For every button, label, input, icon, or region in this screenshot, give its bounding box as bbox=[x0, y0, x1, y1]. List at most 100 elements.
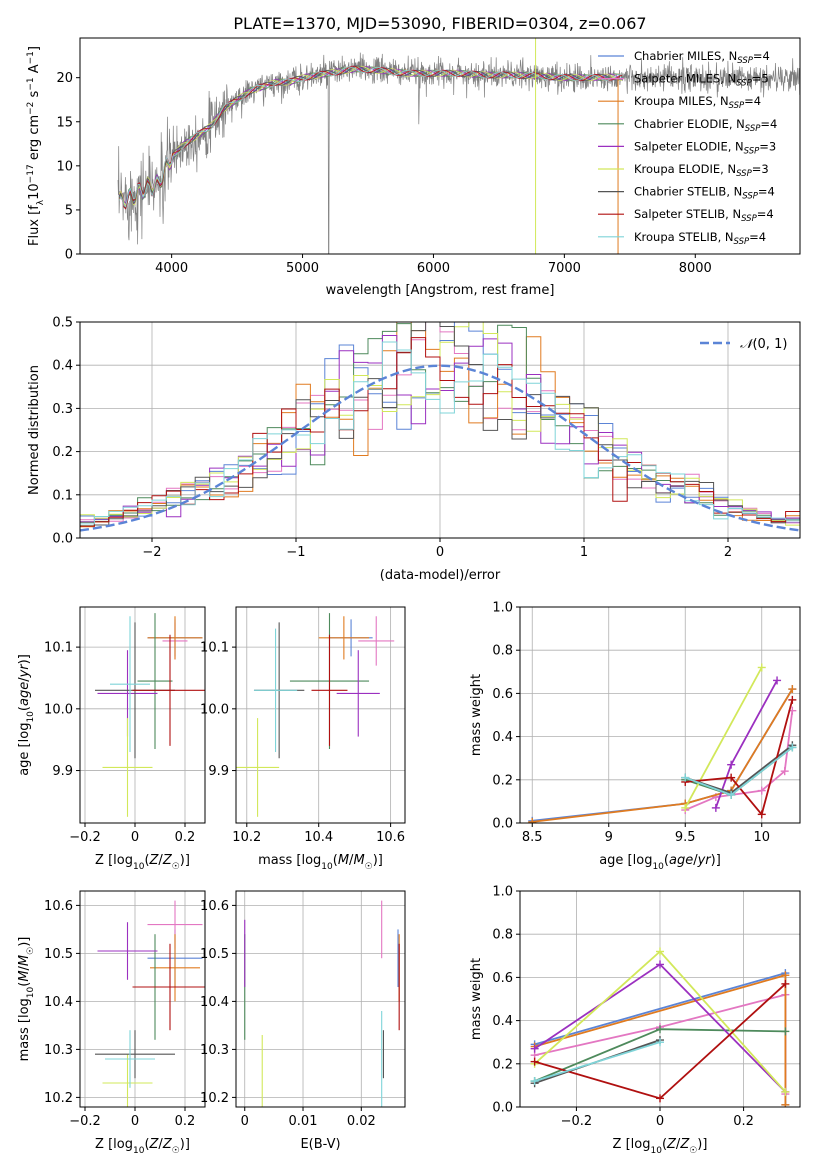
x-axis-label: age [log10(age/yr)] bbox=[599, 853, 721, 872]
x-tick-label: 9.5 bbox=[675, 830, 696, 845]
y-tick-label: 10.5 bbox=[44, 947, 73, 962]
y-tick-label: 15 bbox=[56, 115, 73, 130]
plot-area bbox=[236, 613, 395, 817]
legend-label: Kroupa MILES, NSSP=4 bbox=[634, 94, 761, 111]
plot-area bbox=[530, 947, 790, 1107]
x-tick-label: 7000 bbox=[548, 261, 581, 276]
x-tick-label: 9 bbox=[605, 830, 613, 845]
y-tick-label: 0.2 bbox=[52, 445, 73, 460]
y-tick-label: 1.0 bbox=[492, 601, 513, 616]
series-line bbox=[534, 1041, 661, 1082]
x-tick-label: 10 bbox=[753, 830, 770, 845]
x-tick-label: 0 bbox=[131, 1114, 139, 1129]
y-tick-label: 0.2 bbox=[492, 773, 513, 788]
axes-frame bbox=[79, 890, 206, 1108]
axes-panel-7: 0 0.01 0.02 10.2 10.3 10.4 10.5 10.6 E(B-V) bbox=[200, 890, 406, 1152]
spectrum-model-chabrier-elodie bbox=[118, 66, 623, 204]
y-tick-label: 0.4 bbox=[492, 730, 513, 745]
series-line bbox=[684, 667, 763, 809]
x-tick-label: 0.02 bbox=[347, 1114, 376, 1129]
x-tick-label: 0 bbox=[436, 545, 444, 560]
x-tick-label: 0 bbox=[241, 1114, 249, 1129]
x-tick-label: 8000 bbox=[679, 261, 712, 276]
x-tick-label: 8.5 bbox=[522, 830, 543, 845]
figure-title: PLATE=1370, MJD=53090, FIBERID=0304, z=0… bbox=[233, 14, 646, 33]
x-tick-label: 4000 bbox=[155, 261, 188, 276]
x-axis-label: wavelength [Angstrom, rest frame] bbox=[326, 283, 555, 298]
y-tick-label: 0.0 bbox=[492, 817, 513, 832]
x-axis-label: Z [log10(Z/Z☉)] bbox=[95, 1137, 190, 1156]
x-tick-label: 0 bbox=[131, 830, 139, 845]
y-tick-label: 0.6 bbox=[492, 687, 513, 702]
y-tick-label: 10.6 bbox=[44, 899, 73, 914]
spectrum-model-chabrier-miles bbox=[118, 65, 623, 210]
y-tick-label: 0.6 bbox=[492, 971, 513, 986]
x-axis-label: Z [log10(Z/Z☉)] bbox=[95, 853, 190, 872]
y-tick-label: 10.6 bbox=[200, 899, 229, 914]
axes-panel-1: 4000 5000 6000 7000 8000 0 5 10 15 20 Chabrier MIL… bbox=[26, 37, 801, 298]
y-axis-label: mass weight bbox=[469, 958, 484, 1040]
histogram-kroupa-stelib bbox=[80, 341, 800, 525]
x-tick-label: 0.2 bbox=[175, 830, 196, 845]
y-tick-label: 10.4 bbox=[44, 995, 73, 1010]
histogram-salpeter-stelib bbox=[80, 337, 800, 527]
plot-area bbox=[80, 322, 800, 532]
x-tick-label: 10.6 bbox=[376, 830, 405, 845]
y-tick-label: 0.4 bbox=[52, 359, 73, 374]
y-tick-label: 0.1 bbox=[52, 488, 73, 503]
legend-label: Salpeter ELODIE, NSSP=3 bbox=[634, 139, 776, 156]
y-tick-label: 10.3 bbox=[44, 1043, 73, 1058]
x-tick-label: 1 bbox=[580, 545, 588, 560]
legend-label: Chabrier ELODIE, NSSP=4 bbox=[634, 117, 777, 134]
axes-panel-3: −0.2 0 0.2 9.9 10.0 10.1 Z [log10(Z/Z☉)] age [l… bbox=[17, 606, 206, 872]
y-tick-label: 1.0 bbox=[492, 885, 513, 900]
axes-panel-4: 10.2 10.4 10.6 9.9 10.0 10.1 mass [log10(M/M☉)… bbox=[200, 606, 406, 872]
spectrum-model-salpeter-stelib bbox=[118, 65, 623, 210]
y-tick-label: 10.1 bbox=[200, 641, 229, 656]
y-tick-label: 0.8 bbox=[492, 644, 513, 659]
legend-label: Kroupa STELIB, NSSP=4 bbox=[634, 230, 766, 247]
y-tick-label: 0.5 bbox=[52, 316, 73, 331]
y-tick-label: 10.0 bbox=[44, 702, 73, 717]
plot-area bbox=[95, 613, 205, 817]
spectrum-model-kroupa-miles bbox=[118, 66, 623, 207]
x-tick-label: 0 bbox=[656, 1114, 664, 1129]
axes-panel-8: −0.2 0 0.2 0.0 0.2 0.4 0.6 0.8 1.0 Z [log10(Z/Z☉)… bbox=[469, 885, 801, 1156]
axes-frame bbox=[235, 890, 406, 1108]
x-tick-label: −0.2 bbox=[561, 1114, 593, 1129]
x-tick-label: 0.2 bbox=[733, 1114, 754, 1129]
y-tick-label: 0.4 bbox=[492, 1014, 513, 1029]
y-axis-label: mass weight bbox=[469, 674, 484, 756]
y-axis-label: Normed distribution bbox=[27, 365, 42, 495]
y-tick-label: 0.3 bbox=[52, 402, 73, 417]
x-tick-label: −0.2 bbox=[69, 830, 101, 845]
y-tick-label: 10 bbox=[56, 159, 73, 174]
x-tick-label: 6000 bbox=[417, 261, 450, 276]
spectrum-model-kroupa-elodie bbox=[118, 65, 623, 207]
plot-area bbox=[117, 38, 800, 254]
y-tick-label: 9.9 bbox=[52, 764, 73, 779]
plot-area bbox=[244, 900, 400, 1107]
series-line bbox=[685, 699, 794, 817]
axes-frame bbox=[79, 606, 206, 824]
axes-panel-5: 8.5 9 9.5 10 0.0 0.2 0.4 0.6 0.8 1.0 age [log10(ag… bbox=[469, 601, 801, 872]
x-tick-label: 0.01 bbox=[289, 1114, 318, 1129]
y-tick-label: 20 bbox=[56, 71, 73, 86]
x-tick-label: 10.2 bbox=[232, 830, 261, 845]
x-axis-label: E(B-V) bbox=[300, 1137, 340, 1152]
y-tick-label: 10.2 bbox=[44, 1091, 73, 1106]
histogram-chabrier-stelib bbox=[80, 322, 800, 526]
x-axis-label: mass [log10(M/M☉)] bbox=[258, 853, 383, 872]
axes-frame bbox=[519, 606, 801, 824]
legend-label: Kroupa ELODIE, NSSP=3 bbox=[634, 162, 769, 179]
legend-label: Salpeter MILES, NSSP=5 bbox=[634, 72, 769, 89]
y-tick-label: 0.0 bbox=[492, 1101, 513, 1116]
legend-label: Chabrier MILES, NSSP=4 bbox=[634, 49, 770, 66]
x-tick-label: −0.2 bbox=[69, 1114, 101, 1129]
x-tick-label: 2 bbox=[724, 545, 732, 560]
spectrum-model-salpeter-elodie bbox=[118, 66, 623, 205]
y-tick-label: 10.2 bbox=[200, 1091, 229, 1106]
spectrum-model-kroupa-stelib bbox=[118, 66, 623, 208]
x-axis-label: Z [log10(Z/Z☉)] bbox=[613, 1137, 708, 1156]
